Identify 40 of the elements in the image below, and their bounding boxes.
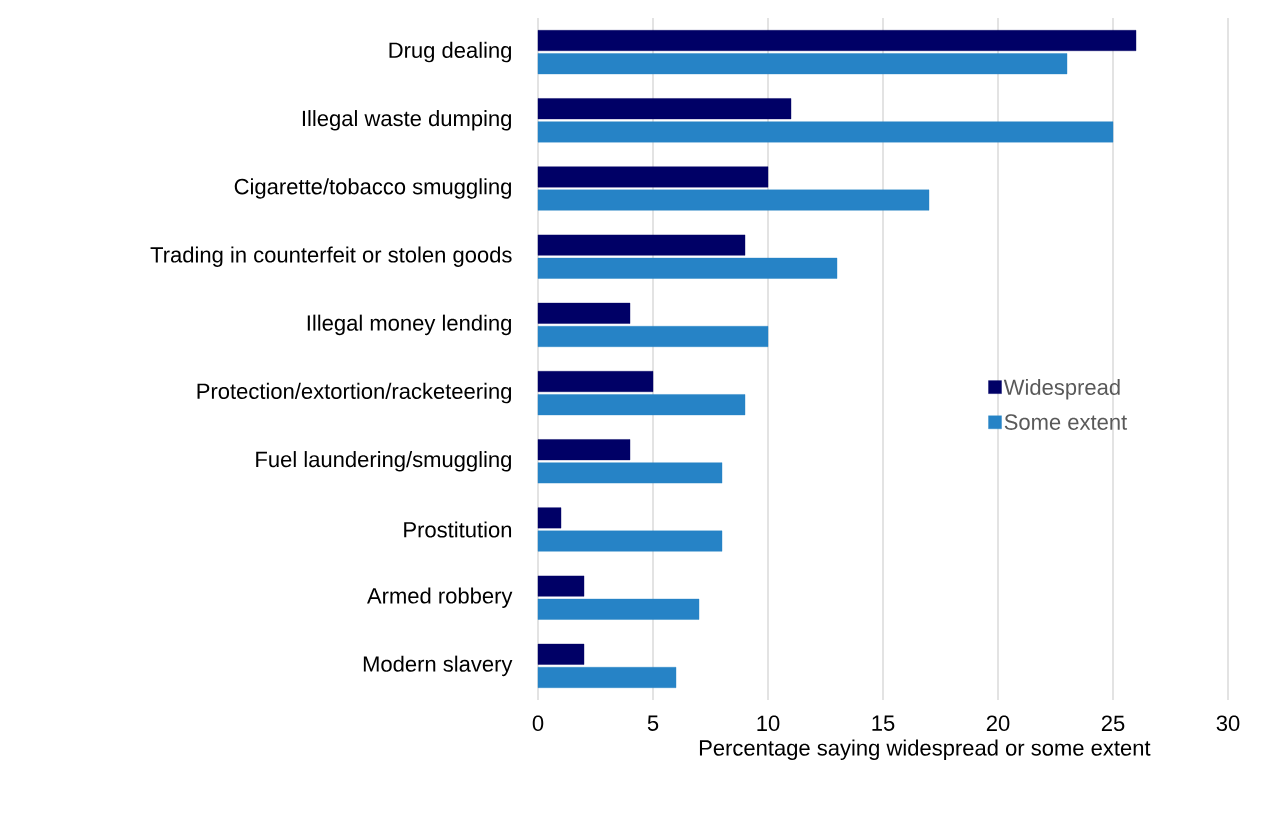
- y-tick-label: Illegal money lending: [307, 314, 511, 336]
- bar: [537, 30, 1137, 51]
- x-tick-label: 25: [1101, 715, 1125, 732]
- y-tick-label: Illegal waste dumping: [302, 110, 511, 131]
- bar: [537, 575, 585, 597]
- x-tick-label: 20: [986, 715, 1010, 732]
- y-tick-label: Trading in counterfeit or stolen goods: [150, 246, 512, 267]
- y-tick-label: Fuel laundering/smuggling: [256, 451, 511, 472]
- bar: [537, 439, 631, 461]
- bar: [537, 394, 746, 416]
- bar: [537, 234, 746, 256]
- bar: [537, 507, 562, 529]
- bar: [537, 189, 930, 211]
- y-tick-label: Protection/extortion/racketeering: [197, 382, 512, 404]
- bar: [537, 598, 700, 620]
- x-axis-title: Percentage saying widespread or some extent: [699, 739, 1151, 761]
- bar: [537, 166, 769, 188]
- legend-label: Widespread: [1003, 378, 1120, 400]
- bar: [537, 462, 723, 484]
- x-tick-label: 10: [757, 715, 780, 732]
- legend-label: Some extent: [1004, 414, 1128, 430]
- bar: [537, 371, 654, 392]
- bar: [537, 326, 769, 347]
- bar: [537, 98, 792, 120]
- x-tick-label: 0: [532, 715, 544, 732]
- x-tick-label: 30: [1216, 715, 1240, 732]
- y-tick-label: Modern slavery: [363, 655, 513, 677]
- y-tick-label: Armed robbery: [367, 587, 513, 608]
- x-tick-label: 15: [872, 715, 895, 731]
- bar: [537, 302, 631, 324]
- bar: [537, 121, 1114, 143]
- y-tick-label: Cigarette/tobacco smuggling: [234, 178, 511, 199]
- y-tick-label: Drug dealing: [389, 41, 512, 63]
- bar: [537, 530, 723, 552]
- bar: [537, 257, 838, 279]
- bar: [537, 53, 1068, 75]
- bar: [537, 643, 585, 665]
- x-tick-label: 5: [647, 715, 659, 731]
- y-tick-label: Prostitution: [404, 521, 512, 538]
- bar: [537, 667, 677, 688]
